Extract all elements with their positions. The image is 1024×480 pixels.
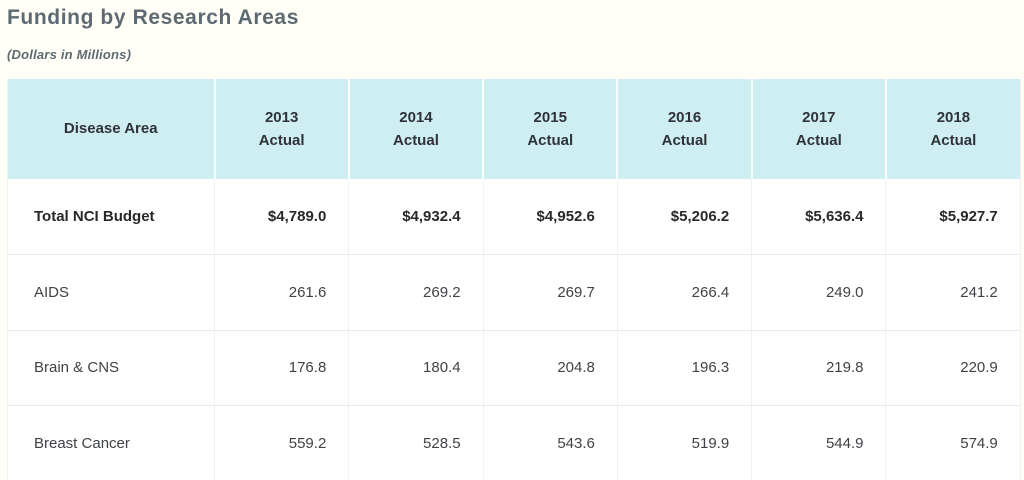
funding-value-cell: 176.8	[213, 329, 349, 406]
funding-value-cell: 266.4	[616, 254, 752, 330]
funding-value-cell: 269.7	[482, 254, 618, 330]
funding-value-cell: 241.2	[885, 254, 1021, 330]
funding-value-cell: 180.4	[348, 329, 484, 406]
table-header-row: Disease Area 2013 Actual 2014 Actual 2015 A…	[7, 79, 1021, 179]
page-title: Funding by Research Areas	[7, 6, 299, 29]
disease-area-cell: Total NCI Budget	[7, 179, 215, 255]
funding-value-cell: $5,206.2	[616, 179, 752, 255]
column-header-2013-actual: 2013 Actual	[213, 79, 349, 179]
funding-value-cell: 528.5	[348, 405, 484, 480]
funding-value-cell: 544.9	[751, 405, 886, 480]
funding-value-cell: $5,927.7	[885, 179, 1021, 255]
disease-area-cell: Brain & CNS	[7, 329, 215, 406]
table-header: Disease Area 2013 Actual 2014 Actual 2015 A…	[7, 79, 1021, 179]
funding-value-cell: $4,932.4	[348, 179, 484, 255]
column-header-2016-actual: 2016 Actual	[616, 79, 752, 179]
column-header-2017-actual: 2017 Actual	[750, 79, 886, 179]
table-row: Breast Cancer 559.2 528.5 543.6 519.9 544.9 57…	[7, 405, 1021, 480]
funding-value-cell: $4,789.0	[213, 179, 349, 255]
funding-value-cell: 574.9	[885, 405, 1021, 480]
column-header-2014-actual: 2014 Actual	[347, 79, 484, 179]
table-row: Brain & CNS 176.8 180.4 204.8 196.3 219.8 220.…	[7, 329, 1021, 406]
funding-value-cell: 249.0	[751, 254, 886, 330]
column-header-disease-area: Disease Area	[7, 79, 215, 179]
funding-value-cell: $5,636.4	[751, 179, 886, 255]
page-subtitle: (Dollars in Millions)	[7, 47, 132, 62]
funding-value-cell: 261.6	[213, 254, 349, 330]
column-header-2018-actual: 2018 Actual	[884, 79, 1021, 179]
funding-value-cell: 519.9	[616, 405, 752, 480]
funding-value-cell: 219.8	[751, 329, 886, 406]
table-row: AIDS 261.6 269.2 269.7 266.4 249.0 241.2	[7, 254, 1021, 330]
funding-value-cell: $4,952.6	[482, 179, 618, 255]
funding-value-cell: 196.3	[616, 329, 752, 406]
funding-value-cell: 559.2	[213, 405, 349, 480]
funding-table: Disease Area 2013 Actual 2014 Actual 2015 A…	[7, 79, 1021, 480]
table-row: Total NCI Budget $4,789.0 $4,932.4 $4,952.6…	[7, 179, 1021, 255]
funding-value-cell: 543.6	[482, 405, 618, 480]
column-header-2015-actual: 2015 Actual	[482, 79, 618, 179]
table-body: Total NCI Budget $4,789.0 $4,932.4 $4,952.6…	[7, 179, 1021, 480]
funding-value-cell: 204.8	[482, 329, 618, 406]
funding-value-cell: 220.9	[885, 329, 1021, 406]
disease-area-cell: AIDS	[7, 254, 215, 330]
funding-value-cell: 269.2	[348, 254, 484, 330]
disease-area-cell: Breast Cancer	[7, 405, 215, 480]
